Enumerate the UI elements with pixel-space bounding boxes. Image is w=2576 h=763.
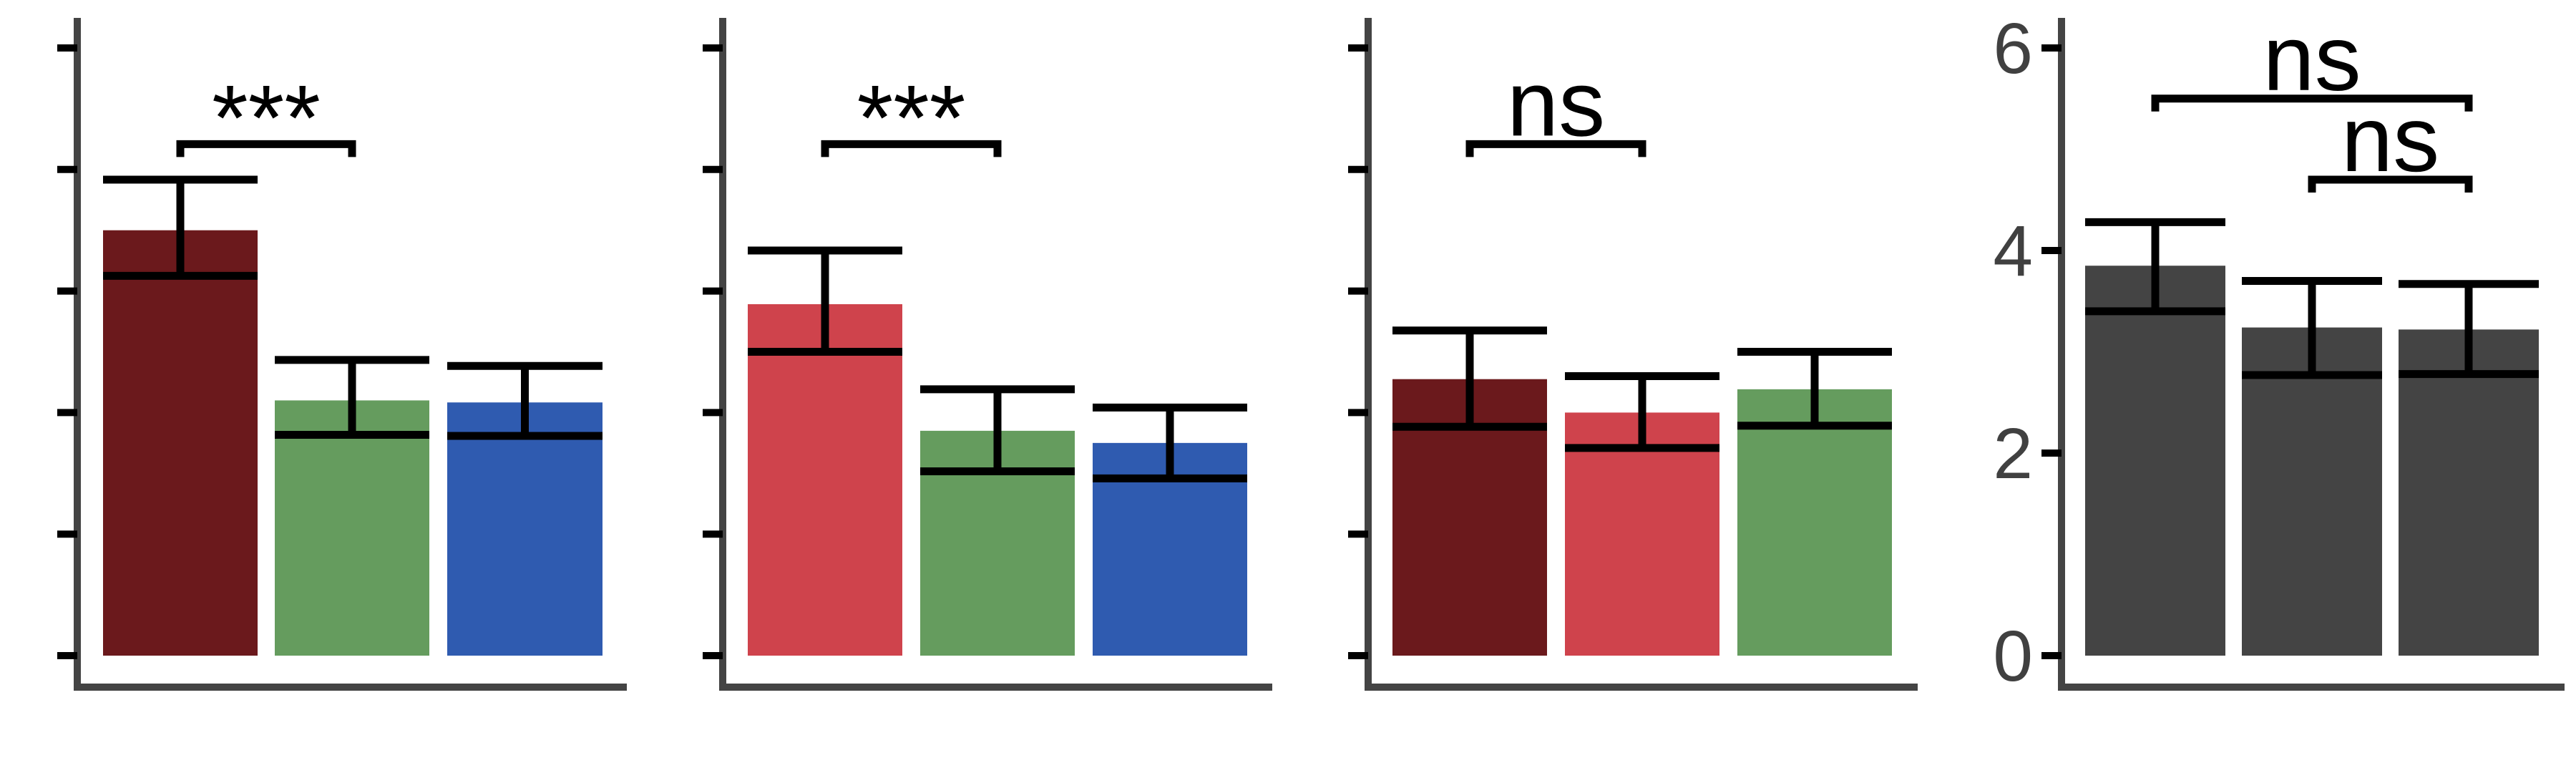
bar-panel1-3 <box>447 402 602 656</box>
significance-label-panel2-1: *** <box>857 65 966 170</box>
bar-panel3-3 <box>1737 389 1892 656</box>
bar-panel1-1 <box>103 230 258 656</box>
bar-panel3-2 <box>1565 412 1719 656</box>
significance-bracket-panel4-2 <box>2308 175 2473 193</box>
significance-bracket-panel3-1 <box>1465 140 1646 157</box>
bar-panel4-3 <box>2399 329 2539 656</box>
bar-panel4-1 <box>2085 266 2225 656</box>
significance-label-panel4-2: ns <box>2341 87 2439 191</box>
significance-bracket-panel4-1 <box>2151 94 2473 112</box>
y-tick-label-panel4-1: 0 <box>1993 616 2033 696</box>
significance-label-panel3-1: ns <box>1507 51 1605 155</box>
significance-label-panel4-1: ns <box>2263 6 2361 110</box>
bar-panel4-2 <box>2242 327 2382 656</box>
significance-label-panel1-1: *** <box>212 65 321 170</box>
bar-panel1-2 <box>275 400 429 656</box>
bar-panel2-1 <box>748 303 902 656</box>
y-tick-label-panel4-2: 2 <box>1993 414 2033 494</box>
significance-bracket-panel2-1 <box>821 140 1002 157</box>
significance-bracket-panel1-1 <box>176 140 356 157</box>
y-tick-label-panel4-3: 4 <box>1993 211 2033 291</box>
y-tick-label-panel4-4: 6 <box>1993 9 2033 89</box>
